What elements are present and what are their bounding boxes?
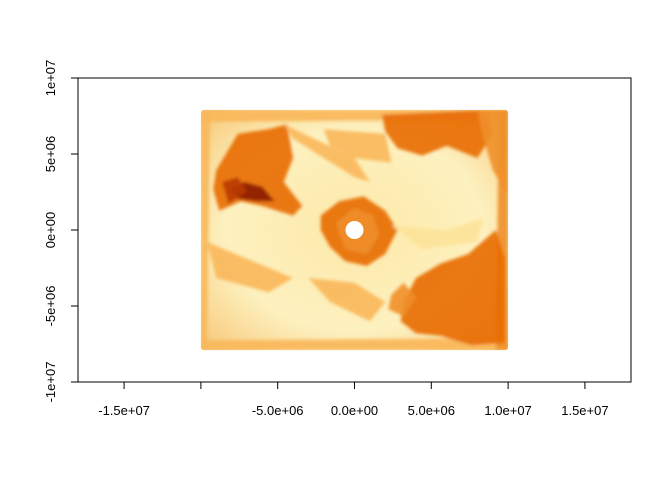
pole-gap [345, 221, 364, 239]
raster-feature-streak-sw [207, 242, 294, 293]
raster-feature-streak-e [391, 218, 484, 250]
raster-feature-streak-s [308, 278, 386, 322]
x-axis: -1.5e+07 -5.0e+06 0.0e+00 5.0e+06 1.0e+07 1.5… [98, 381, 609, 418]
raster-feature-region-ne-rim [477, 109, 509, 197]
raster-feature-rim-bottom [200, 338, 509, 351]
raster-feature-region-se-mid [388, 282, 416, 317]
x-tick-label: 0.0e+00 [331, 403, 378, 418]
raster-feature-region-ne [382, 109, 493, 158]
raster-map [200, 109, 509, 351]
raster-feature-region-w-mid [222, 177, 247, 204]
x-tick-label: 5.0e+06 [408, 403, 455, 418]
x-tick-label: -5.0e+06 [252, 403, 304, 418]
y-tick-label: -1e+07 [43, 362, 58, 403]
raster-feature-streak-n [323, 129, 392, 163]
raster-feature-rim-left [200, 109, 211, 351]
raster-feature-streak-nw [283, 124, 370, 182]
x-tick-label: -1.5e+07 [98, 403, 150, 418]
y-tick-label: -5e+06 [43, 286, 58, 327]
y-tick-label: 0e+00 [43, 212, 58, 249]
y-tick-label: 5e+06 [43, 136, 58, 173]
y-tick-label: 1e+07 [43, 60, 58, 97]
x-tick-label: 1.0e+07 [484, 403, 531, 418]
y-axis: -1e+07 -5e+06 0e+00 5e+06 1e+07 [43, 60, 79, 403]
raster-feature-region-se [400, 230, 505, 346]
x-tick-label: 1.5e+07 [561, 403, 608, 418]
